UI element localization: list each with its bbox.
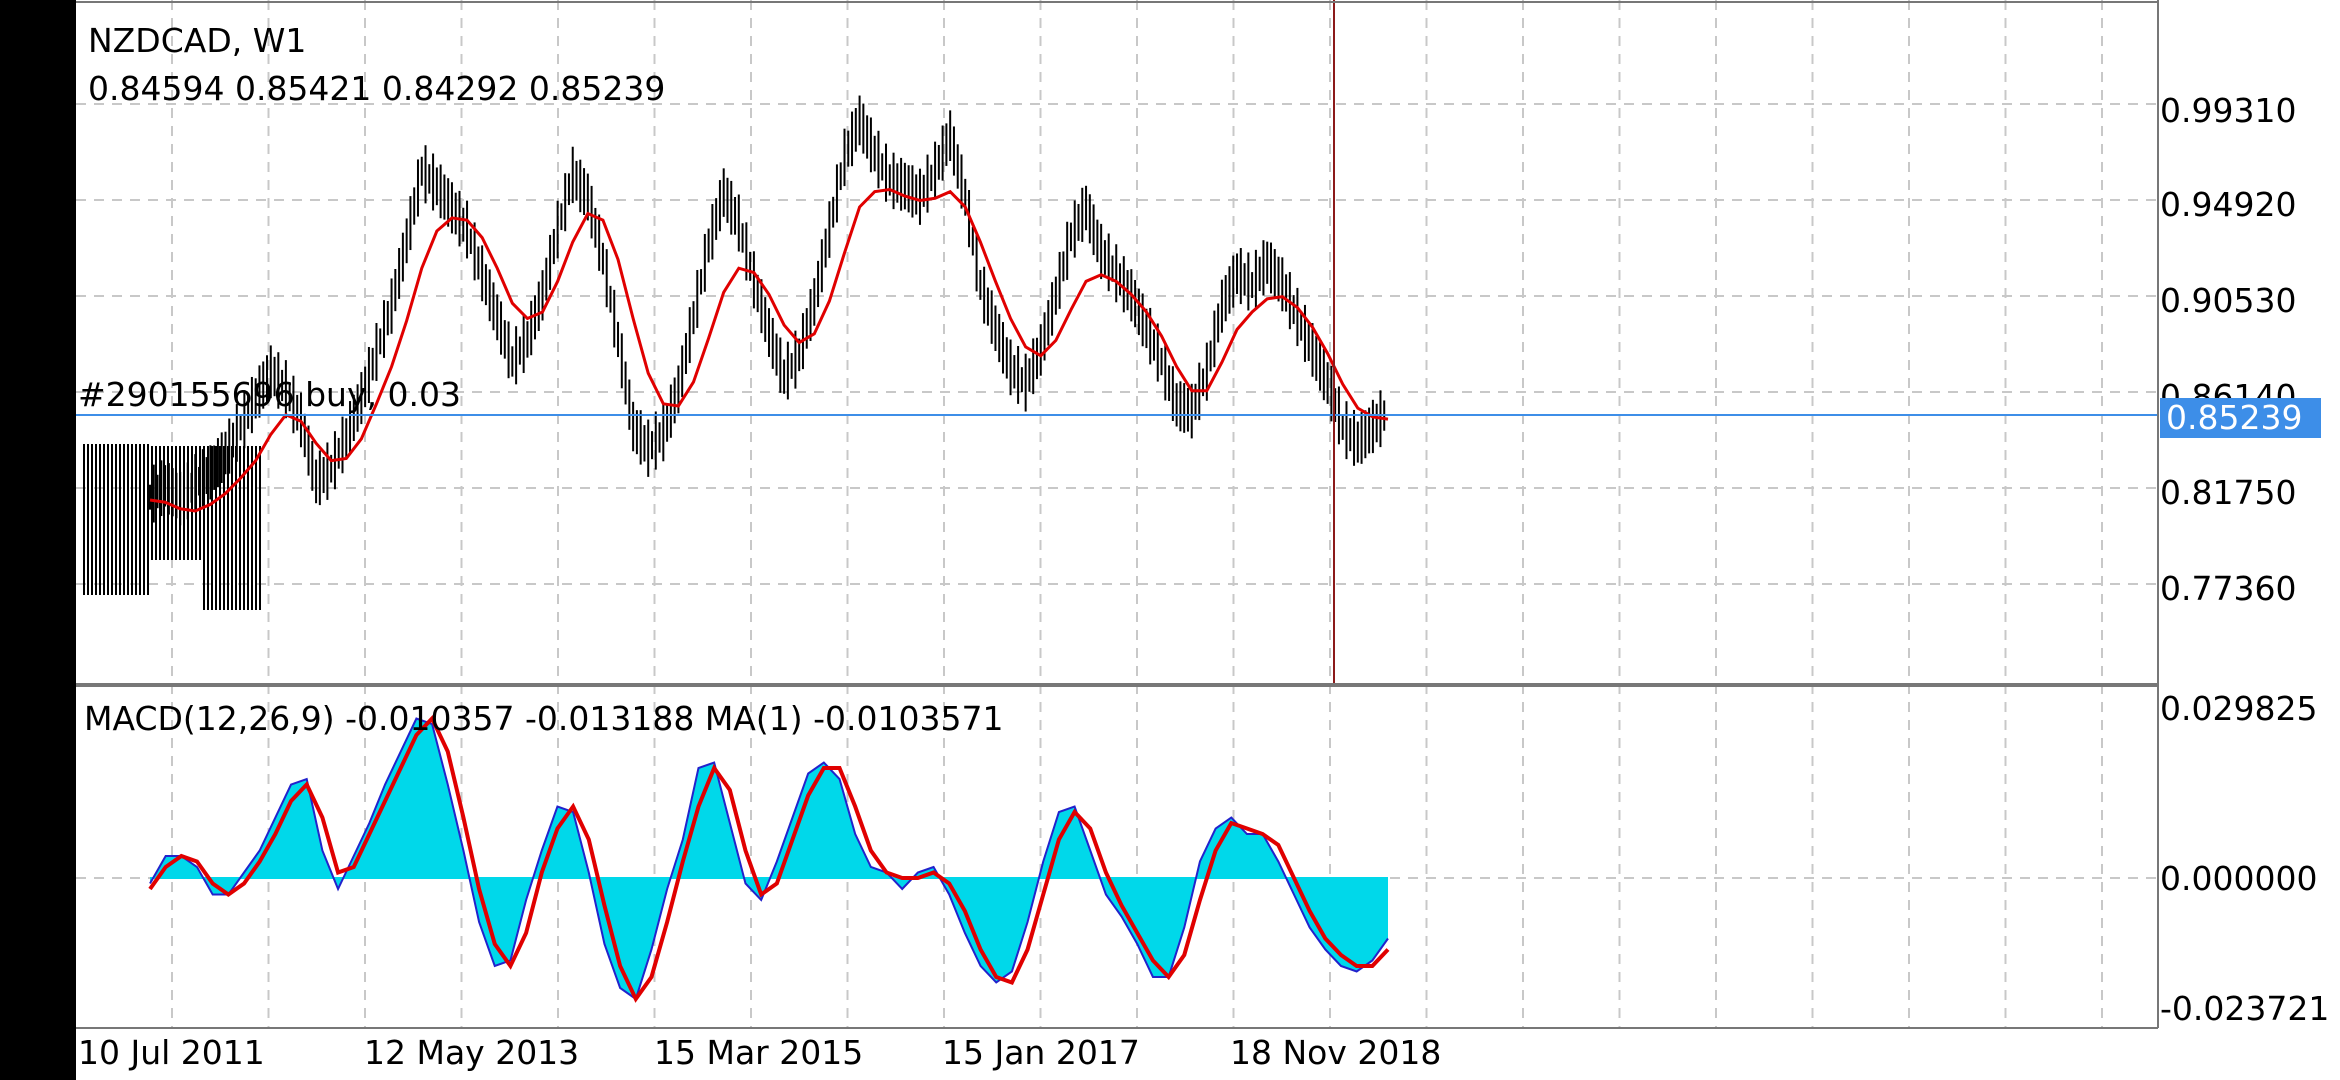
macd-axis-label: -0.023721: [2160, 989, 2330, 1028]
moving-average-line: [149, 187, 1389, 513]
symbol-title: NZDCAD, W1: [88, 21, 307, 60]
left-edge-bar: [0, 0, 76, 1080]
macd-histogram-area: [150, 718, 1388, 999]
price-axis-label: 0.94920: [2160, 185, 2297, 224]
macd-line: [149, 717, 1389, 1001]
price-axis-label: 0.90530: [2160, 281, 2297, 320]
macd-axis-label: 0.000000: [2160, 859, 2318, 898]
price-candles: [83, 95, 1386, 610]
grid-lines: [76, 0, 2158, 1028]
order-label[interactable]: #290155696 buy, 0.03: [78, 375, 461, 414]
macd-axis-label: 0.029825: [2160, 689, 2318, 728]
chart-frame: [76, 0, 2159, 1029]
time-axis-label: 12 May 2013: [364, 1033, 580, 1072]
price-axis-label: 0.99310: [2160, 91, 2297, 130]
time-axis-label: 10 Jul 2011: [78, 1033, 265, 1072]
current-price-tag: 0.85239: [2160, 398, 2321, 438]
macd-histogram: [150, 718, 1388, 999]
price-axis-label: 0.81750: [2160, 473, 2297, 512]
ohlc-values: 0.84594 0.85421 0.84292 0.85239: [88, 69, 666, 108]
price-axis-label: 0.77360: [2160, 569, 2297, 608]
macd-signal-line: [148, 715, 1390, 1003]
time-axis-label: 18 Nov 2018: [1230, 1033, 1442, 1072]
time-axis-label: 15 Jan 2017: [942, 1033, 1140, 1072]
macd-title: MACD(12,26,9) -0.010357 -0.013188 MA(1) …: [84, 699, 1004, 738]
time-axis-label: 15 Mar 2015: [654, 1033, 864, 1072]
